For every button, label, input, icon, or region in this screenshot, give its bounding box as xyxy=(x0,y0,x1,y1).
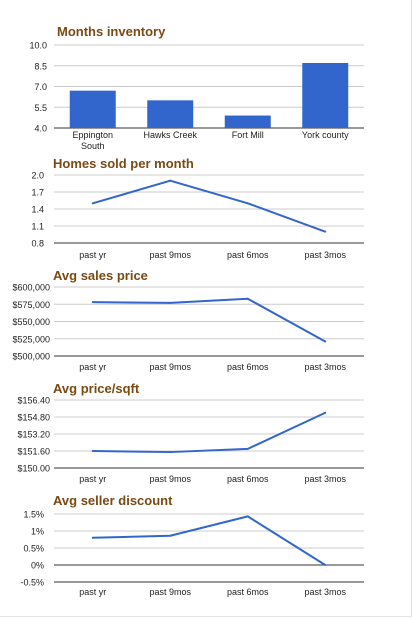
y-tick-label: 4.0 xyxy=(34,124,47,134)
x-tick-label: South xyxy=(81,141,105,151)
y-tick-label: $500,000 xyxy=(12,352,50,362)
x-tick-label: past 3mos xyxy=(304,587,346,597)
data-point xyxy=(91,450,94,452)
chart-avg-sales-price: $600,000 $575,000 $550,000 $525,000 $500,000… xyxy=(12,283,364,372)
data-point xyxy=(324,411,327,414)
y-tick-label: 0.8 xyxy=(31,239,44,249)
x-tick-label: Fort Mill xyxy=(232,130,264,140)
x-tick-label: York county xyxy=(302,130,349,140)
data-point xyxy=(91,536,94,539)
y-tick-label: 0.5% xyxy=(23,544,44,554)
chart-avg-seller-discount: 1.5% 1% 0.5% 0% -0.5% past yr past 9mos past 6m… xyxy=(20,510,364,597)
y-tick-label: 1.1 xyxy=(31,222,44,232)
y-tick-label: $550,000 xyxy=(12,317,50,327)
series-line xyxy=(92,179,326,233)
chart-homes-sold-per-month: 2.0 1.7 1.4 1.1 0.8 past yr past 9mos past 6mos… xyxy=(31,171,364,260)
y-tick-label: 7.0 xyxy=(34,82,47,92)
x-tick-label: Eppington xyxy=(72,130,113,140)
data-point xyxy=(169,534,172,537)
x-tick-label: past yr xyxy=(79,250,106,260)
x-tick-label: past 9mos xyxy=(149,587,191,597)
series-line xyxy=(92,297,326,343)
x-tick-label: past 3mos xyxy=(304,362,346,372)
chart-title-avg-seller-discount: Avg seller discount xyxy=(53,493,173,508)
data-point xyxy=(169,451,172,454)
data-point xyxy=(169,301,172,304)
x-tick-label: past 6mos xyxy=(227,474,269,484)
chart-title-months-inventory: Months inventory xyxy=(57,24,166,39)
x-tick-label: past 9mos xyxy=(149,250,191,260)
x-tick-label: past yr xyxy=(79,587,106,597)
y-tick-label: 1.4 xyxy=(31,205,44,215)
data-point xyxy=(246,297,249,300)
data-point xyxy=(246,202,249,205)
y-tick-label: $156.40 xyxy=(17,396,50,406)
chart-title-avg-sales-price: Avg sales price xyxy=(53,268,148,283)
y-tick-label: 1.5% xyxy=(23,510,44,520)
y-tick-label: $154.80 xyxy=(17,413,50,423)
data-point xyxy=(246,515,249,518)
data-point xyxy=(324,230,327,233)
chart-title-homes-sold: Homes sold per month xyxy=(53,156,194,171)
y-tick-label: 2.0 xyxy=(31,171,44,181)
y-tick-label: $600,000 xyxy=(12,283,50,293)
data-point xyxy=(324,340,327,343)
y-tick-label: -0.5% xyxy=(20,578,44,588)
series-line xyxy=(92,515,326,566)
data-point xyxy=(246,447,249,450)
x-tick-label: past 3mos xyxy=(304,474,346,484)
x-tick-label: Hawks Creek xyxy=(143,130,197,140)
bar xyxy=(224,115,271,128)
bar xyxy=(302,62,349,128)
y-tick-label: 0% xyxy=(31,561,44,571)
bar xyxy=(147,100,194,128)
data-point xyxy=(91,202,94,205)
y-tick-label: $153.20 xyxy=(17,430,50,440)
y-tick-label: $150.00 xyxy=(17,464,50,474)
x-tick-label: past 6mos xyxy=(227,250,269,260)
bar xyxy=(69,90,116,128)
x-tick-label: past 3mos xyxy=(304,250,346,260)
y-tick-label: 1% xyxy=(31,527,44,537)
data-point xyxy=(169,179,172,182)
y-tick-label: 8.5 xyxy=(34,61,47,71)
x-tick-label: past 9mos xyxy=(149,474,191,484)
chart-title-avg-price-sqft: Avg price/sqft xyxy=(53,381,140,396)
x-tick-label: past 9mos xyxy=(149,362,191,372)
x-tick-label: past yr xyxy=(79,474,106,484)
data-point xyxy=(91,301,94,304)
y-tick-label: $525,000 xyxy=(12,334,50,344)
chart-avg-price-sqft: $156.40 $154.80 $153.20 $151.60 $150.00 past … xyxy=(17,396,364,484)
x-tick-label: past 6mos xyxy=(227,587,269,597)
y-tick-label: 10.0 xyxy=(29,41,47,51)
x-tick-label: past yr xyxy=(79,362,106,372)
data-point xyxy=(324,564,327,566)
series-line xyxy=(92,411,326,454)
x-tick-label: past 6mos xyxy=(227,362,269,372)
y-tick-label: $151.60 xyxy=(17,447,50,457)
y-tick-label: 1.7 xyxy=(31,188,44,198)
y-tick-label: $575,000 xyxy=(12,300,50,310)
y-tick-label: 5.5 xyxy=(34,103,47,113)
